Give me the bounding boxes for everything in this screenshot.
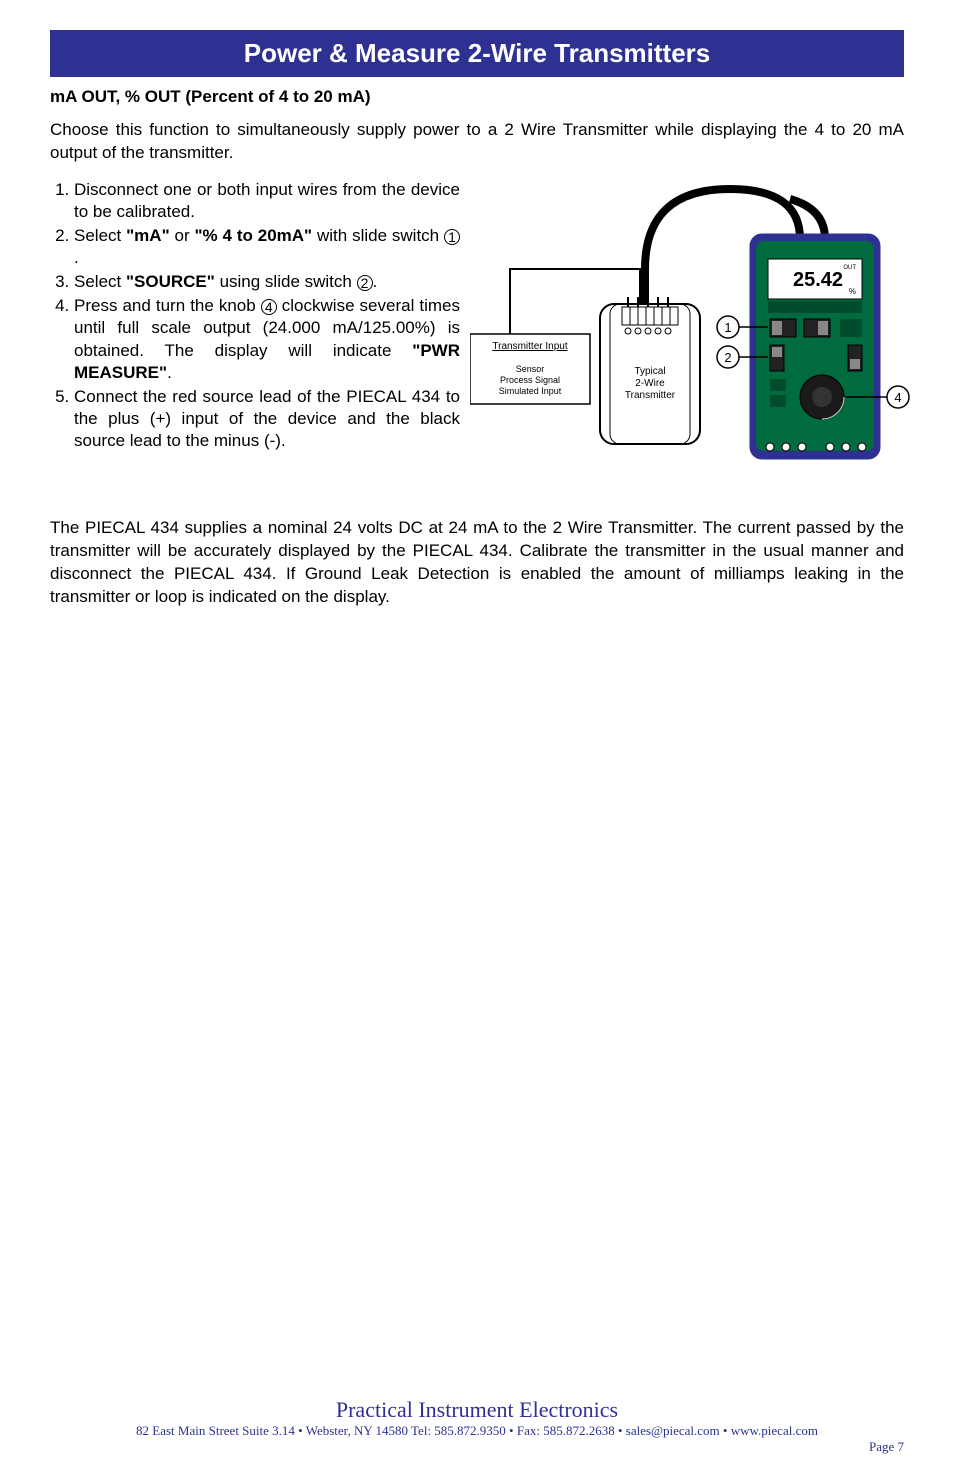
section-subhead: mA OUT, % OUT (Percent of 4 to 20 mA): [50, 87, 904, 107]
step-3-text-c: using slide switch: [215, 272, 357, 291]
step-5: Connect the red source lead of the PIECA…: [74, 386, 460, 452]
step-3: Select "SOURCE" using slide switch 2.: [74, 271, 460, 293]
wiring-diagram: Typical 2-Wire Transmitter Transmitter I…: [470, 179, 904, 499]
typical-label-3: Transmitter: [625, 390, 676, 401]
svg-text:1: 1: [724, 320, 731, 335]
step-2-bold-pct: "% 4 to 20mA": [194, 226, 312, 245]
footer-address: 82 East Main Street Suite 3.14 • Webster…: [0, 1423, 954, 1439]
step-4: Press and turn the knob 4 clockwise seve…: [74, 295, 460, 383]
calibrator-icon: 25.42 OUT %: [750, 234, 880, 459]
footer-company: Practical Instrument Electronics: [0, 1397, 954, 1423]
svg-text:4: 4: [894, 390, 901, 405]
step-2: Select "mA" or "% 4 to 20mA" with slide …: [74, 225, 460, 269]
step-3-text-a: Select: [74, 272, 126, 291]
circled-1-icon: 1: [444, 229, 460, 245]
footer-page-number: Page 7: [0, 1439, 954, 1455]
svg-text:2: 2: [724, 350, 731, 365]
page-footer: Practical Instrument Electronics 82 East…: [0, 1397, 954, 1455]
circled-2-icon: 2: [357, 275, 373, 291]
step-2-text-a: Select: [74, 226, 126, 245]
intro-paragraph: Choose this function to simultaneously s…: [50, 119, 904, 165]
sensor-label-2: Process Signal: [500, 375, 560, 385]
step-2-text-e: with slide switch: [312, 226, 444, 245]
step-4-text-a: Press and turn the knob: [74, 296, 261, 315]
title-bar: Power & Measure 2-Wire Transmitters: [50, 30, 904, 77]
step-2-bold-ma: "mA": [126, 226, 170, 245]
circled-4-icon: 4: [261, 299, 277, 315]
transmitter-icon: Typical 2-Wire Transmitter: [600, 297, 700, 444]
display-pct-label: %: [849, 287, 856, 296]
display-out-label: OUT: [843, 265, 856, 271]
steps-list: Disconnect one or both input wires from …: [50, 179, 460, 499]
sensor-label-3: Simulated Input: [499, 386, 562, 396]
step-3-bold-source: "SOURCE": [126, 272, 215, 291]
typical-label-2: 2-Wire: [635, 378, 665, 389]
step-2-text-c: or: [170, 226, 195, 245]
body-paragraph: The PIECAL 434 supplies a nominal 24 vol…: [50, 517, 904, 609]
transmitter-input-box: Transmitter Input Sensor Process Signal …: [470, 334, 590, 404]
display-value: 25.42: [793, 269, 843, 291]
typical-label-1: Typical: [634, 366, 665, 377]
step-1: Disconnect one or both input wires from …: [74, 179, 460, 223]
sensor-label-1: Sensor: [516, 364, 545, 374]
transmitter-input-label: Transmitter Input: [492, 341, 567, 352]
